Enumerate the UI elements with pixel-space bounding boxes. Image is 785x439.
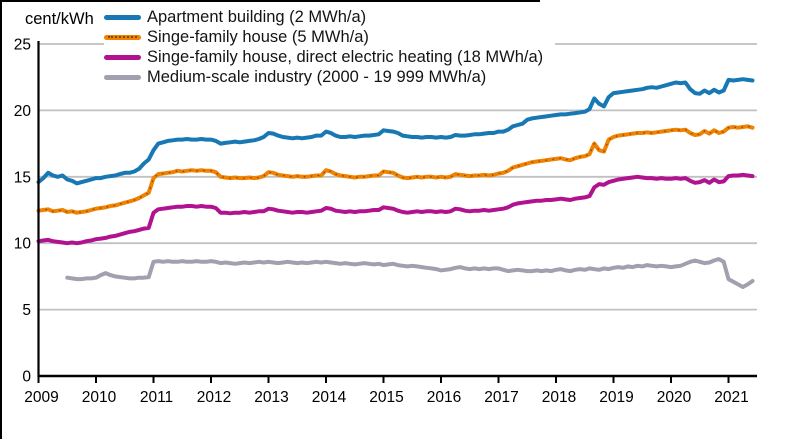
legend-label: Medium-scale industry (2000 - 19 999 MWh… [147, 68, 487, 86]
svg-text:2013: 2013 [254, 389, 288, 406]
svg-text:20: 20 [14, 103, 32, 120]
svg-text:2010: 2010 [82, 389, 117, 406]
legend-label: Apartment building (2 MWh/a) [147, 8, 367, 26]
legend-swatch-direct-electric-heating [104, 54, 141, 60]
legend-label: Singe-family house, direct electric heat… [147, 48, 544, 66]
window-capture-left-border [0, 0, 2, 439]
svg-text:2018: 2018 [542, 389, 576, 406]
legend-swatch-single-family-house [104, 34, 141, 40]
svg-text:2019: 2019 [599, 389, 633, 406]
svg-text:25: 25 [14, 37, 31, 54]
window-capture-top-border [0, 0, 540, 2]
svg-text:0: 0 [22, 369, 31, 386]
legend-item-apartment-building: Apartment building (2 MWh/a) [104, 7, 543, 27]
svg-text:2017: 2017 [484, 389, 518, 406]
svg-text:2009: 2009 [24, 389, 58, 406]
svg-text:10: 10 [14, 236, 32, 253]
svg-text:2020: 2020 [657, 389, 692, 406]
legend-swatch-medium-scale-industry [104, 74, 141, 80]
legend-item-single-family-house: Singe-family house (5 MWh/a) [104, 27, 543, 47]
svg-text:2014: 2014 [312, 389, 347, 406]
legend-item-medium-scale-industry: Medium-scale industry (2000 - 19 999 MWh… [104, 67, 543, 87]
svg-text:2021: 2021 [714, 389, 748, 406]
svg-text:5: 5 [22, 302, 31, 319]
legend-label: Singe-family house (5 MWh/a) [147, 28, 369, 46]
svg-text:15: 15 [14, 169, 31, 186]
svg-text:2015: 2015 [369, 389, 403, 406]
svg-text:2016: 2016 [427, 389, 461, 406]
svg-text:2012: 2012 [197, 389, 231, 406]
svg-text:2011: 2011 [140, 389, 173, 406]
legend-item-direct-electric-heating: Singe-family house, direct electric heat… [104, 47, 543, 67]
chart-legend: Apartment building (2 MWh/a) Singe-famil… [104, 7, 556, 89]
legend-swatch-apartment-building [104, 14, 141, 20]
y-axis-unit-label: cent/kWh [25, 10, 94, 28]
